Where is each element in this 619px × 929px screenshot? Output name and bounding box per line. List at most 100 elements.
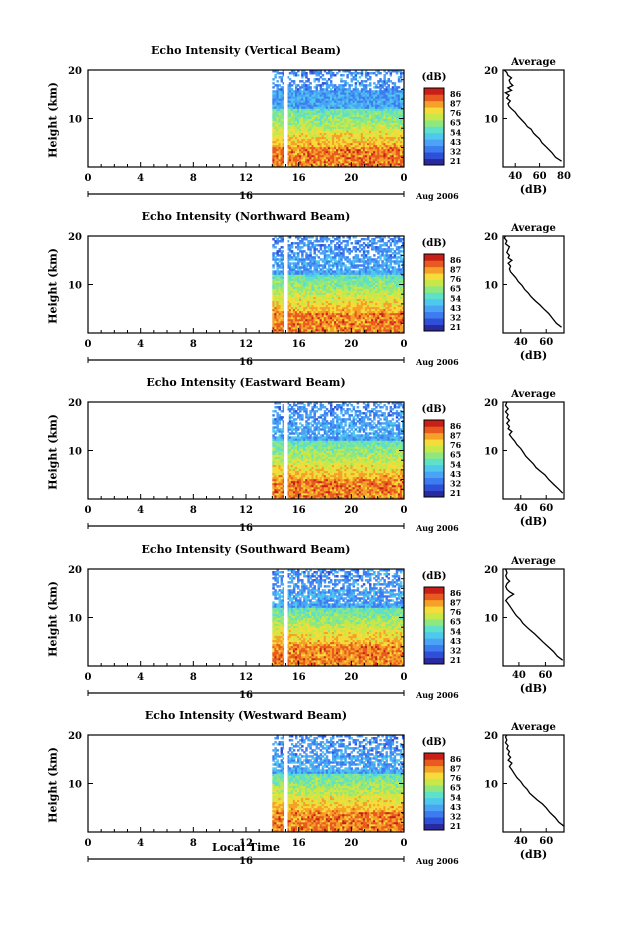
heatmap-cell	[299, 146, 302, 150]
heatmap-cell	[321, 128, 325, 132]
heatmap-cell	[301, 302, 304, 306]
heatmap-cell	[272, 128, 275, 132]
heatmap-cell	[340, 114, 343, 117]
heatmap-cell	[323, 100, 327, 103]
heatmap-cell	[272, 160, 275, 164]
heatmap-cell	[346, 94, 349, 97]
heatmap-cell	[309, 256, 312, 259]
heatmap-cell	[348, 144, 351, 148]
heatmap-cell	[377, 318, 380, 322]
heatmap-cell	[315, 292, 318, 295]
heatmap-cell	[288, 124, 292, 127]
heatmap-cell	[342, 86, 345, 89]
heatmap-cell	[393, 86, 397, 89]
heatmap-cell	[311, 96, 314, 99]
heatmap-cell	[280, 264, 284, 267]
heatmap-cell	[319, 144, 323, 148]
heatmap-cell	[272, 136, 275, 140]
heatmap-cell	[356, 122, 360, 125]
heatmap-cell	[280, 104, 284, 107]
heatmap-cell	[381, 98, 384, 101]
heatmap-cell	[340, 148, 343, 152]
heatmap-cell	[290, 306, 294, 310]
heatmap-cell	[278, 294, 281, 298]
heatmap-cell	[309, 106, 312, 109]
heatmap-cell	[327, 266, 331, 269]
heatmap-cell	[297, 268, 300, 271]
heatmap-cell	[294, 112, 298, 115]
heatmap-cell	[383, 150, 386, 154]
heatmap-cell	[292, 276, 296, 279]
heatmap-cell	[371, 126, 374, 129]
heatmap-cell	[325, 130, 329, 134]
heatmap-cell	[371, 112, 374, 115]
heatmap-cell	[288, 290, 292, 293]
heatmap-cell	[276, 314, 279, 318]
heatmap-cell	[305, 254, 308, 257]
heatmap-cell	[301, 162, 304, 166]
heatmap-cell	[311, 316, 314, 320]
heatmap-cell	[383, 90, 386, 93]
heatmap-cell	[292, 258, 296, 261]
heatmap-cell	[373, 138, 376, 142]
heatmap-cell	[401, 156, 405, 160]
heatmap-cell	[297, 144, 300, 148]
heatmap-cell	[301, 102, 304, 105]
heatmap-cell	[342, 300, 345, 304]
heatmap-cell	[348, 102, 351, 105]
heatmap-cell	[375, 266, 378, 269]
heatmap-cell	[327, 328, 331, 332]
heatmap-cell	[358, 128, 362, 132]
heatmap-cell	[393, 84, 397, 87]
heatmap-cell	[395, 136, 399, 140]
heatmap-cell	[334, 86, 337, 89]
heatmap-cell	[383, 144, 386, 148]
heatmap-cell	[360, 106, 364, 109]
heatmap-cell	[342, 252, 345, 255]
heatmap-cell	[323, 156, 327, 160]
heatmap-cell	[276, 150, 279, 154]
heatmap-cell	[366, 128, 370, 132]
heatmap-cell	[354, 306, 358, 310]
heatmap-cell	[340, 80, 343, 83]
heatmap-cell	[274, 134, 277, 138]
heatmap-cell	[371, 104, 374, 107]
heatmap-cell	[301, 274, 304, 277]
heatmap-cell	[305, 330, 308, 334]
heatmap-cell	[344, 142, 347, 146]
heatmap-cell	[317, 262, 321, 265]
heatmap-cell	[340, 322, 343, 326]
heatmap-cell	[307, 136, 310, 140]
heatmap-cell	[346, 328, 349, 332]
heatmap-cell	[350, 156, 353, 160]
heatmap-cell	[369, 144, 372, 148]
heatmap-cell	[358, 100, 362, 103]
heatmap-cell	[301, 266, 304, 269]
heatmap-cell	[329, 80, 333, 83]
heatmap-cell	[309, 104, 312, 107]
heatmap-cell	[297, 282, 300, 285]
heatmap-cell	[315, 330, 318, 334]
heatmap-cell	[272, 284, 275, 287]
heatmap-cell	[315, 70, 318, 73]
heatmap-cell	[369, 292, 372, 295]
heatmap-cell	[272, 148, 275, 152]
heatmap-cell	[329, 132, 333, 136]
heatmap-cell	[276, 316, 279, 320]
heatmap-cell	[286, 88, 290, 91]
heatmap-cell	[338, 262, 341, 265]
colorbar-swatch	[424, 88, 444, 95]
heatmap-cell	[305, 84, 308, 87]
heatmap-cell	[329, 98, 333, 101]
heatmap-cell	[288, 156, 292, 160]
heatmap-cell	[280, 266, 284, 269]
heatmap-cell	[286, 96, 290, 99]
heatmap-cell	[307, 154, 310, 158]
heatmap-cell	[364, 120, 368, 123]
heatmap-cell	[354, 264, 358, 267]
heatmap-cell	[336, 164, 339, 168]
heatmap-cell	[280, 258, 284, 261]
heatmap-cell	[344, 130, 347, 134]
heatmap-cell	[352, 94, 356, 97]
heatmap-cell	[366, 316, 370, 320]
